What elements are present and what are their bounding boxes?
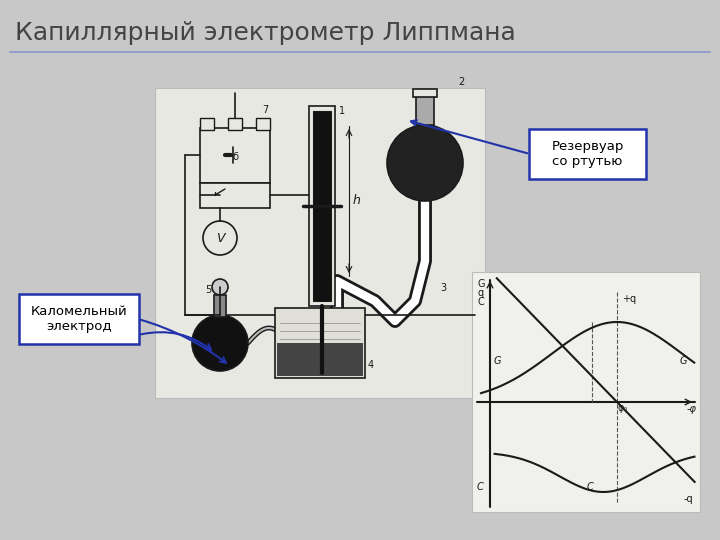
Text: Резервуар
со ртутью: Резервуар со ртутью (552, 140, 624, 168)
Text: 1: 1 (339, 106, 345, 116)
Bar (214, 295, 226, 317)
Bar (200, 128, 270, 183)
Circle shape (203, 221, 237, 255)
Bar (313, 111, 331, 301)
Circle shape (387, 125, 463, 201)
Text: G: G (680, 356, 688, 366)
Text: h: h (353, 194, 361, 207)
Text: G: G (477, 279, 485, 289)
Bar (228, 118, 242, 130)
Text: C: C (477, 482, 484, 492)
Text: +q: +q (622, 294, 636, 304)
Bar (277, 343, 363, 376)
Bar (309, 106, 335, 306)
Text: φ₀: φ₀ (618, 403, 629, 413)
Text: 3: 3 (440, 283, 446, 293)
Bar (416, 95, 434, 125)
Text: C: C (587, 482, 594, 492)
FancyBboxPatch shape (19, 294, 139, 344)
Bar (472, 272, 700, 512)
Text: 7: 7 (262, 105, 268, 115)
Text: V: V (216, 232, 224, 245)
Circle shape (192, 315, 248, 371)
Text: q: q (477, 288, 483, 298)
Text: -q: -q (684, 494, 693, 504)
Bar (256, 118, 270, 130)
Bar (155, 88, 485, 398)
Text: б: б (232, 152, 238, 162)
Circle shape (212, 279, 228, 295)
Text: Капиллярный электрометр Липпмана: Капиллярный электрометр Липпмана (15, 21, 516, 45)
Text: C: C (477, 297, 484, 307)
Text: 5: 5 (205, 285, 211, 295)
Text: 4: 4 (368, 360, 374, 370)
Text: Каломельный
электрод: Каломельный электрод (31, 305, 127, 333)
Text: 2: 2 (458, 77, 464, 87)
FancyBboxPatch shape (529, 129, 646, 179)
Bar (413, 89, 437, 97)
Text: -φ: -φ (686, 404, 696, 414)
Bar (200, 183, 270, 208)
Bar (275, 308, 365, 378)
Bar (200, 118, 214, 130)
Text: G: G (494, 356, 502, 366)
